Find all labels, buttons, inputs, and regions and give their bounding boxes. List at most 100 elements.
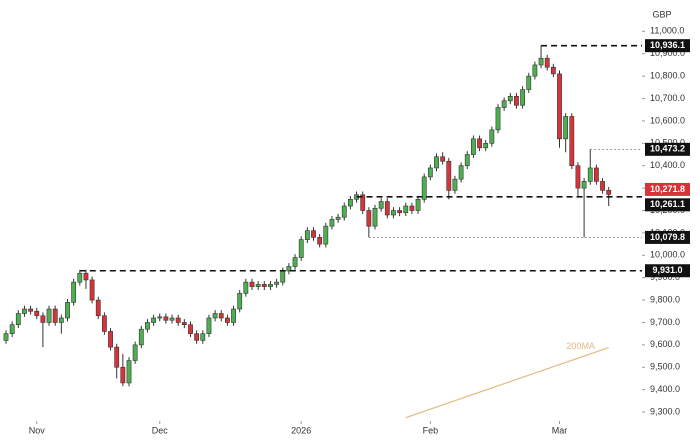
candle-body xyxy=(225,317,230,323)
candle-body xyxy=(446,160,452,191)
x-tick-label: Feb xyxy=(423,425,439,435)
candle-body xyxy=(65,302,70,319)
candle-body xyxy=(341,205,347,218)
candle-body xyxy=(335,216,341,220)
candle-body xyxy=(440,156,446,162)
y-tick-label: 10,400.0 xyxy=(650,160,685,170)
candle-body xyxy=(587,167,593,182)
candle-body xyxy=(495,107,501,131)
ma-label: 200MA xyxy=(566,341,595,351)
candle-body xyxy=(102,315,107,332)
y-tick-label: 10,500.0 xyxy=(650,138,685,148)
candle-body xyxy=(557,73,562,140)
candle-body xyxy=(40,315,46,323)
candle-body xyxy=(243,281,249,294)
candle-body xyxy=(145,322,150,330)
candle-body xyxy=(206,317,212,334)
y-tick-label: 9,300.0 xyxy=(650,406,680,416)
candle-body xyxy=(169,317,175,321)
candle-body xyxy=(52,308,58,323)
x-tick-label: Dec xyxy=(152,425,169,435)
candle-body xyxy=(593,167,599,182)
x-tick-label: Mar xyxy=(552,425,568,435)
candle-body xyxy=(34,310,40,317)
candle-body xyxy=(563,116,569,140)
candle-body xyxy=(538,57,544,66)
candle-body xyxy=(15,313,21,326)
candle-body xyxy=(157,316,163,319)
candle-body xyxy=(391,210,396,216)
level-label-box xyxy=(645,264,690,278)
y-tick-label: 10,900.0 xyxy=(650,48,685,58)
candle-body xyxy=(569,116,575,167)
candle-body xyxy=(188,324,193,334)
candle-body xyxy=(138,328,144,346)
candle-body xyxy=(347,199,353,207)
level-label: 9,931.0 xyxy=(652,265,682,275)
x-tick-label: Nov xyxy=(29,425,46,435)
level-label-box xyxy=(645,198,690,212)
candle-body xyxy=(231,308,236,323)
candle-body xyxy=(606,190,612,195)
candle-body xyxy=(28,308,33,312)
candle-body xyxy=(286,266,292,272)
candle-body xyxy=(532,64,538,77)
x-tick-label: 2026 xyxy=(291,425,311,435)
level-label-box xyxy=(645,142,690,156)
candle-body xyxy=(575,165,581,189)
candle-body xyxy=(83,272,89,281)
candle-body xyxy=(477,138,482,149)
candle-body xyxy=(71,281,77,303)
candle-body xyxy=(452,178,458,191)
level-label: 10,936.1 xyxy=(650,40,685,50)
y-tick-label: 9,400.0 xyxy=(650,384,680,394)
candle-body xyxy=(280,270,286,283)
candle-body xyxy=(218,313,224,319)
candle-body xyxy=(200,333,206,341)
level-label: 10,473.2 xyxy=(650,144,685,154)
candle-body xyxy=(151,317,156,323)
candle-body xyxy=(470,138,476,155)
candle-body xyxy=(181,322,187,326)
y-tick-label: 10,700.0 xyxy=(650,93,685,103)
candle-body xyxy=(501,100,507,108)
candle-body xyxy=(261,284,267,287)
candle-body xyxy=(323,225,329,245)
y-tick-label: 10,600.0 xyxy=(650,115,685,125)
candle-body xyxy=(163,316,169,321)
candle-body xyxy=(58,317,64,323)
candle-body xyxy=(175,317,181,323)
candle-body xyxy=(397,210,402,214)
candle-body xyxy=(427,167,433,178)
y-tick-label: 10,800.0 xyxy=(650,71,685,81)
y-tick-label: 9,700.0 xyxy=(650,317,680,327)
candle-body xyxy=(507,95,513,102)
ma-line xyxy=(405,346,609,419)
candle-body xyxy=(9,324,15,334)
candle-body xyxy=(409,205,415,211)
level-label: 10,079.8 xyxy=(650,232,685,242)
candle-body xyxy=(415,199,421,211)
candle-body xyxy=(120,366,126,384)
candle-body xyxy=(550,66,556,75)
candle-body xyxy=(194,333,200,341)
candle-body xyxy=(360,194,366,211)
candle-body xyxy=(366,210,372,227)
candle-body xyxy=(95,299,101,317)
level-label: 10,261.1 xyxy=(650,199,685,209)
candle-body xyxy=(403,205,409,214)
candle-body xyxy=(329,219,335,227)
level-label: 10,271.8 xyxy=(650,184,685,194)
candle-body xyxy=(274,281,279,285)
level-label-box xyxy=(645,39,690,53)
candle-body xyxy=(89,279,95,301)
candle-body xyxy=(22,308,27,314)
candle-body xyxy=(46,308,52,323)
y-tick-label: 11,000.0 xyxy=(650,26,684,36)
candle-body xyxy=(464,154,470,167)
candle-body xyxy=(317,237,323,245)
candle-body xyxy=(255,284,261,287)
candle-body xyxy=(126,360,132,384)
